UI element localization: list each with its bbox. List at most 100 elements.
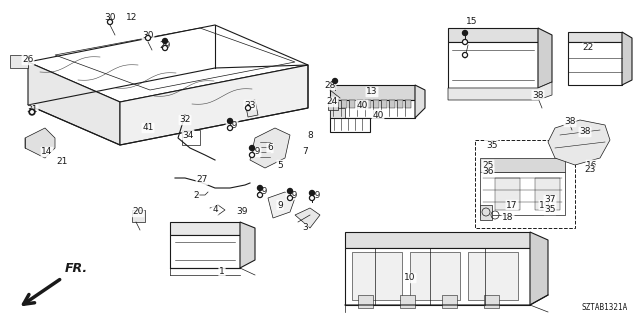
- Polygon shape: [25, 128, 55, 158]
- Text: 28: 28: [324, 81, 336, 90]
- Text: FR.: FR.: [65, 262, 88, 275]
- Text: 29: 29: [256, 188, 268, 196]
- Circle shape: [257, 193, 262, 197]
- Polygon shape: [170, 222, 240, 235]
- Polygon shape: [333, 100, 339, 108]
- Polygon shape: [495, 178, 520, 210]
- Circle shape: [163, 38, 168, 44]
- Polygon shape: [480, 172, 565, 215]
- Polygon shape: [341, 100, 347, 108]
- Circle shape: [464, 41, 466, 43]
- Circle shape: [108, 20, 113, 25]
- Polygon shape: [330, 85, 415, 100]
- Text: 41: 41: [142, 124, 154, 132]
- Polygon shape: [240, 222, 255, 268]
- Circle shape: [287, 188, 292, 194]
- Text: 14: 14: [42, 148, 52, 156]
- Text: 36: 36: [483, 167, 493, 177]
- Text: 18: 18: [502, 213, 514, 222]
- Text: 30: 30: [104, 13, 116, 22]
- Polygon shape: [381, 100, 387, 108]
- Polygon shape: [448, 82, 552, 100]
- Text: 29: 29: [309, 190, 321, 199]
- Text: 15: 15: [467, 18, 477, 27]
- Text: 8: 8: [307, 131, 313, 140]
- Polygon shape: [448, 28, 538, 42]
- Polygon shape: [484, 295, 499, 308]
- Circle shape: [463, 52, 467, 58]
- Polygon shape: [328, 102, 338, 110]
- Circle shape: [250, 146, 255, 150]
- Text: 33: 33: [244, 100, 256, 109]
- Polygon shape: [268, 192, 295, 218]
- Circle shape: [164, 47, 166, 49]
- Text: 9: 9: [277, 201, 283, 210]
- Text: 4: 4: [212, 205, 218, 214]
- Circle shape: [333, 78, 337, 84]
- Polygon shape: [28, 62, 120, 145]
- Polygon shape: [548, 120, 610, 165]
- Polygon shape: [28, 25, 308, 102]
- Text: 23: 23: [584, 165, 596, 174]
- Polygon shape: [568, 32, 622, 42]
- Text: 40: 40: [372, 110, 384, 119]
- Text: 38: 38: [579, 127, 591, 137]
- Text: 24: 24: [326, 98, 338, 107]
- Polygon shape: [530, 232, 548, 305]
- Circle shape: [464, 54, 466, 56]
- Text: 10: 10: [404, 274, 416, 283]
- Polygon shape: [468, 252, 518, 300]
- Polygon shape: [410, 252, 460, 300]
- Polygon shape: [10, 55, 28, 68]
- Polygon shape: [120, 65, 308, 145]
- Polygon shape: [415, 85, 425, 118]
- Text: 39: 39: [236, 207, 248, 217]
- Circle shape: [257, 186, 262, 190]
- Polygon shape: [373, 100, 379, 108]
- Circle shape: [227, 125, 232, 131]
- Circle shape: [31, 111, 33, 113]
- Text: 38: 38: [564, 117, 576, 126]
- Polygon shape: [448, 42, 538, 88]
- Text: 31: 31: [26, 106, 38, 115]
- Polygon shape: [182, 130, 200, 145]
- Text: 32: 32: [179, 116, 191, 124]
- Polygon shape: [568, 42, 622, 85]
- Circle shape: [289, 197, 291, 199]
- Polygon shape: [405, 100, 411, 108]
- Text: 38: 38: [532, 91, 544, 100]
- Polygon shape: [295, 208, 320, 228]
- Circle shape: [250, 153, 255, 157]
- Polygon shape: [365, 100, 371, 108]
- Polygon shape: [349, 100, 355, 108]
- Polygon shape: [352, 252, 402, 300]
- Polygon shape: [330, 108, 345, 120]
- Circle shape: [251, 154, 253, 156]
- Text: SZTAB1321A: SZTAB1321A: [582, 303, 628, 312]
- Circle shape: [310, 190, 314, 196]
- Text: 2: 2: [193, 190, 199, 199]
- Text: 20: 20: [132, 207, 144, 217]
- Circle shape: [463, 30, 467, 36]
- Circle shape: [163, 45, 168, 51]
- Polygon shape: [480, 205, 492, 220]
- Text: 21: 21: [56, 157, 68, 166]
- Text: 40: 40: [356, 100, 368, 109]
- Circle shape: [147, 37, 149, 39]
- Circle shape: [246, 106, 250, 110]
- Text: 34: 34: [182, 131, 194, 140]
- Text: 22: 22: [582, 44, 594, 52]
- Text: 5: 5: [277, 161, 283, 170]
- Polygon shape: [245, 100, 258, 117]
- Text: 19: 19: [540, 201, 551, 210]
- Circle shape: [109, 21, 111, 23]
- Text: 29: 29: [227, 121, 237, 130]
- Text: 13: 13: [366, 87, 378, 97]
- Polygon shape: [330, 100, 415, 118]
- Polygon shape: [358, 295, 373, 308]
- Text: 37: 37: [544, 196, 556, 204]
- Text: 26: 26: [22, 55, 34, 65]
- Bar: [475, 140, 575, 228]
- Text: 7: 7: [302, 148, 308, 156]
- Polygon shape: [622, 32, 632, 85]
